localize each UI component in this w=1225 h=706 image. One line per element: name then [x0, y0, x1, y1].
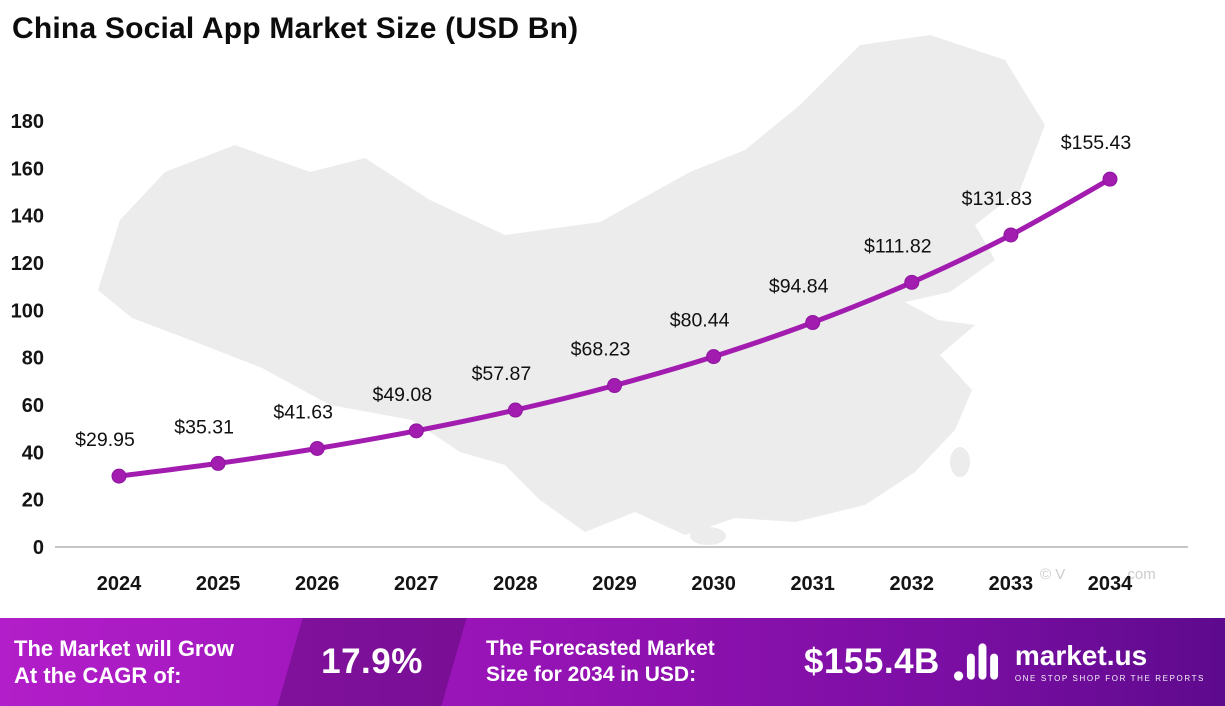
data-point-label: $49.08: [372, 384, 432, 406]
data-point-marker: [607, 378, 622, 394]
data-point-label: $80.44: [670, 310, 730, 332]
market-us-logo-icon: [953, 643, 998, 681]
cagr-value-box: 17.9%: [284, 618, 460, 706]
x-tick-label: 2030: [691, 573, 736, 595]
y-tick-label: 60: [22, 395, 44, 417]
x-tick-label: 2024: [97, 573, 142, 595]
data-point-marker: [1003, 227, 1019, 243]
data-point-label: $57.87: [472, 363, 532, 385]
data-point-label: $131.83: [962, 188, 1033, 210]
y-tick-label: 140: [11, 206, 44, 228]
y-tick-label: 0: [33, 537, 44, 559]
watermark: © V .com: [1040, 566, 1156, 583]
x-tick-label: 2029: [592, 573, 637, 595]
y-tick-label: 40: [22, 442, 44, 464]
data-point-label: $111.82: [864, 235, 932, 257]
cagr-value: 17.9%: [321, 642, 423, 681]
data-point-label: $155.43: [1061, 132, 1132, 154]
data-point-marker: [408, 423, 424, 439]
data-point-label: $41.63: [273, 401, 333, 423]
y-tick-label: 20: [22, 490, 44, 512]
forecast-value: $155.4B: [804, 642, 940, 681]
x-tick-label: 2033: [989, 573, 1034, 595]
chart-title: China Social App Market Size (USD Bn): [12, 12, 579, 45]
data-point-marker: [1102, 171, 1118, 187]
y-tick-label: 120: [11, 253, 44, 275]
x-tick-label: 2027: [394, 573, 439, 595]
data-point-marker: [507, 402, 523, 418]
data-point-marker: [904, 274, 920, 290]
cagr-label-line1: The Market will Grow: [14, 635, 235, 661]
china-map-silhouette: [98, 35, 1045, 535]
data-point-marker: [309, 440, 325, 456]
forecast-label: The Forecasted Market Size for 2034 in U…: [486, 636, 790, 689]
line-chart: 0 20 40 60 80 100 120 140 160 180 2024 2025 2026 2027…: [11, 35, 1188, 595]
watermark-suffix: .com: [1123, 566, 1156, 583]
y-tick-label: 180: [11, 111, 44, 133]
x-tick-label: 2034: [1088, 573, 1133, 595]
forecast-label-line1: The Forecasted Market: [486, 636, 715, 660]
brand-name: market.us: [1014, 639, 1148, 671]
cagr-label-line2: At the CAGR of:: [14, 663, 182, 688]
chart-area: China Social App Market Size (USD Bn) © …: [10, 12, 1188, 595]
stats-bar: The Market will Grow At the CAGR of: 17.…: [0, 618, 1225, 706]
brand-text: market.us ONE STOP SHOP FOR THE REPORTS: [1014, 639, 1205, 683]
data-point-marker: [210, 455, 226, 471]
y-tick-label: 100: [11, 300, 44, 322]
data-point-label: $35.31: [174, 416, 234, 438]
taiwan-island-shape: [950, 447, 970, 477]
brand: market.us ONE STOP SHOP FOR THE REPORTS: [953, 641, 1205, 683]
data-point-label: $94.84: [769, 276, 829, 298]
y-tick-label: 160: [11, 158, 44, 180]
data-point-label: $29.95: [75, 429, 135, 451]
data-point-marker: [111, 468, 127, 484]
forecast-label-line2: Size for 2034 in USD:: [486, 663, 697, 686]
x-tick-label: 2025: [196, 573, 241, 595]
y-tick-label: 80: [22, 348, 44, 370]
x-tick-label: 2032: [890, 573, 935, 595]
watermark-prefix: © V: [1040, 566, 1066, 583]
data-point-marker: [706, 349, 722, 365]
hainan-island-shape: [690, 527, 726, 545]
x-tick-label: 2028: [493, 573, 538, 595]
brand-tagline: ONE STOP SHOP FOR THE REPORTS: [1014, 673, 1205, 683]
x-tick-label: 2031: [790, 573, 835, 595]
data-point-marker: [805, 315, 821, 331]
cagr-label: The Market will Grow At the CAGR of:: [14, 635, 270, 690]
x-tick-label: 2026: [295, 573, 340, 595]
data-point-label: $68.23: [571, 339, 631, 361]
